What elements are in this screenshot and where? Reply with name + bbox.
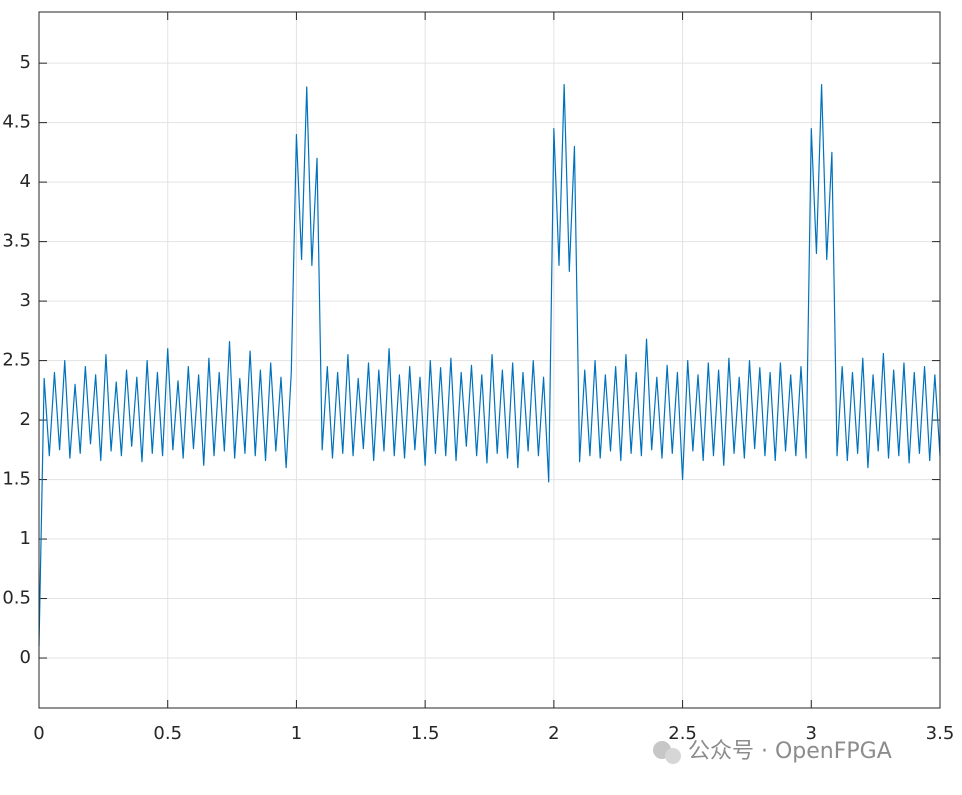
x-tick-label: 2.5	[668, 723, 697, 744]
y-tick-label: 1.5	[2, 469, 31, 490]
y-tick-label: 4.5	[2, 112, 31, 133]
data-line	[38, 83, 941, 647]
x-tick-label: 2	[548, 723, 559, 744]
watermark-icon	[665, 748, 681, 764]
y-tick-label: 3	[20, 290, 31, 311]
y-tick-label: 2.5	[2, 350, 31, 371]
y-tick-label: 5	[20, 52, 31, 73]
plot-frame	[38, 11, 941, 709]
x-tick-label: 1	[291, 723, 302, 744]
x-tick-label: 0.5	[153, 723, 182, 744]
x-tick-label: 3	[806, 723, 817, 744]
x-tick-label: 1.5	[411, 723, 440, 744]
x-tick-label: 3.5	[926, 723, 955, 744]
y-tick-label: 0.5	[2, 588, 31, 609]
y-tick-label: 4	[20, 171, 31, 192]
y-tick-label: 2	[20, 409, 31, 430]
y-tick-label: 0	[20, 647, 31, 668]
x-tick-label: 0	[33, 723, 44, 744]
watermark-text: 公众号 · OpenFPGA	[688, 739, 892, 764]
y-tick-label: 3.5	[2, 231, 31, 252]
y-tick-label: 1	[20, 528, 31, 549]
watermark	[653, 741, 681, 764]
